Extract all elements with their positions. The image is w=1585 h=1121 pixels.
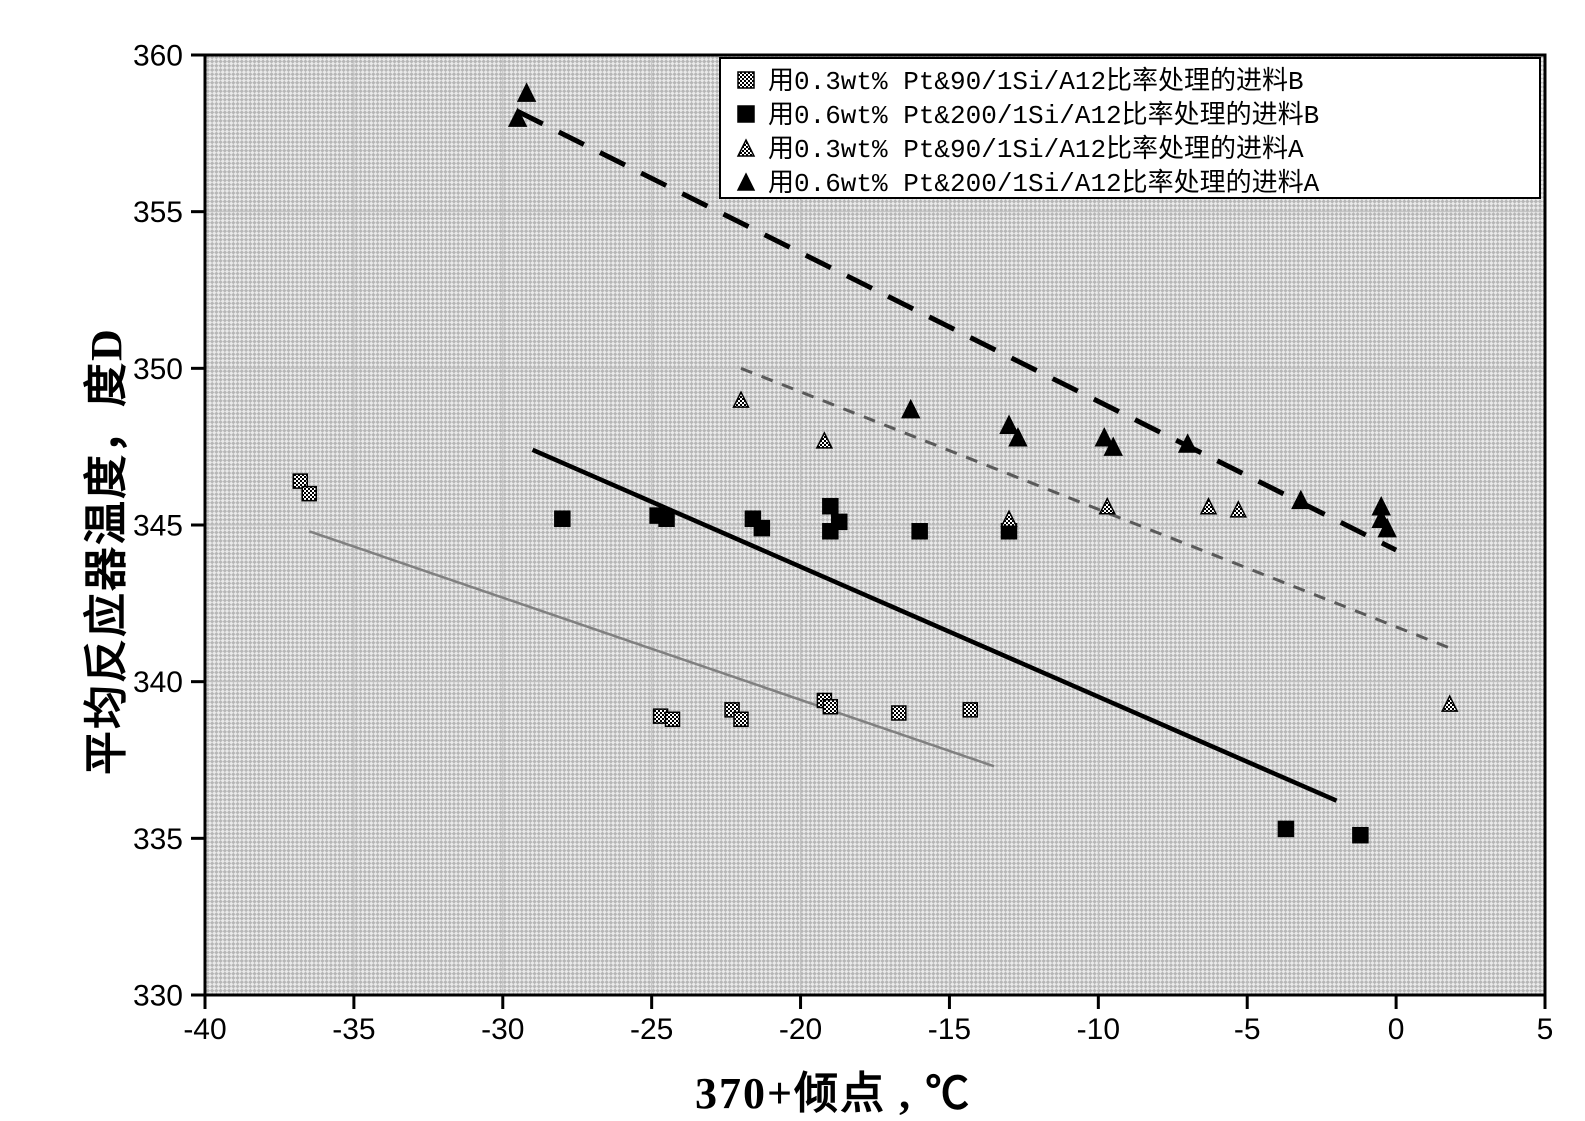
legend-item-label: 用0.3wt% Pt&90/1Si/A12比率处理的进料A — [768, 134, 1304, 165]
x-tick-label: -10 — [1077, 1013, 1120, 1046]
x-tick-label: -40 — [183, 1013, 226, 1046]
x-tick-label: -5 — [1234, 1013, 1261, 1046]
chart-container: 330 335 340 345 350 355 360 -40 -35 -30 -25 -20 -15 -… — [0, 0, 1585, 1112]
legend-item-label: 用0.6wt% Pt&200/1Si/A12比率处理的进料A — [768, 168, 1320, 199]
scatter-chart: 330 335 340 345 350 355 360 -40 -35 -30 -25 -20 -15 -… — [0, 0, 1585, 1112]
y-tick-label: 335 — [133, 823, 183, 856]
x-tick-label: 5 — [1537, 1013, 1554, 1046]
x-tick-label: 0 — [1388, 1013, 1405, 1046]
y-axis-label: 平均反应器温度，度D — [70, 327, 134, 775]
y-tick-label: 330 — [133, 980, 183, 1013]
x-tick-label: -15 — [928, 1013, 971, 1046]
y-tick-label: 340 — [133, 666, 183, 699]
x-axis-label: 370+倾点 , ℃ — [695, 1057, 971, 1121]
legend-item-label: 用0.3wt% Pt&90/1Si/A12比率处理的进料B — [768, 66, 1304, 97]
x-tick-label: -35 — [332, 1013, 375, 1046]
y-tick-label: 360 — [133, 40, 183, 73]
legend-item-label: 用0.6wt% Pt&200/1Si/A12比率处理的进料B — [768, 100, 1319, 131]
x-tick-label: -25 — [630, 1013, 673, 1046]
y-tick-label: 345 — [133, 510, 183, 543]
y-tick-label: 350 — [133, 353, 183, 386]
x-tick-label: -30 — [481, 1013, 524, 1046]
y-tick-label: 355 — [133, 196, 183, 229]
x-tick-label: -20 — [779, 1013, 822, 1046]
